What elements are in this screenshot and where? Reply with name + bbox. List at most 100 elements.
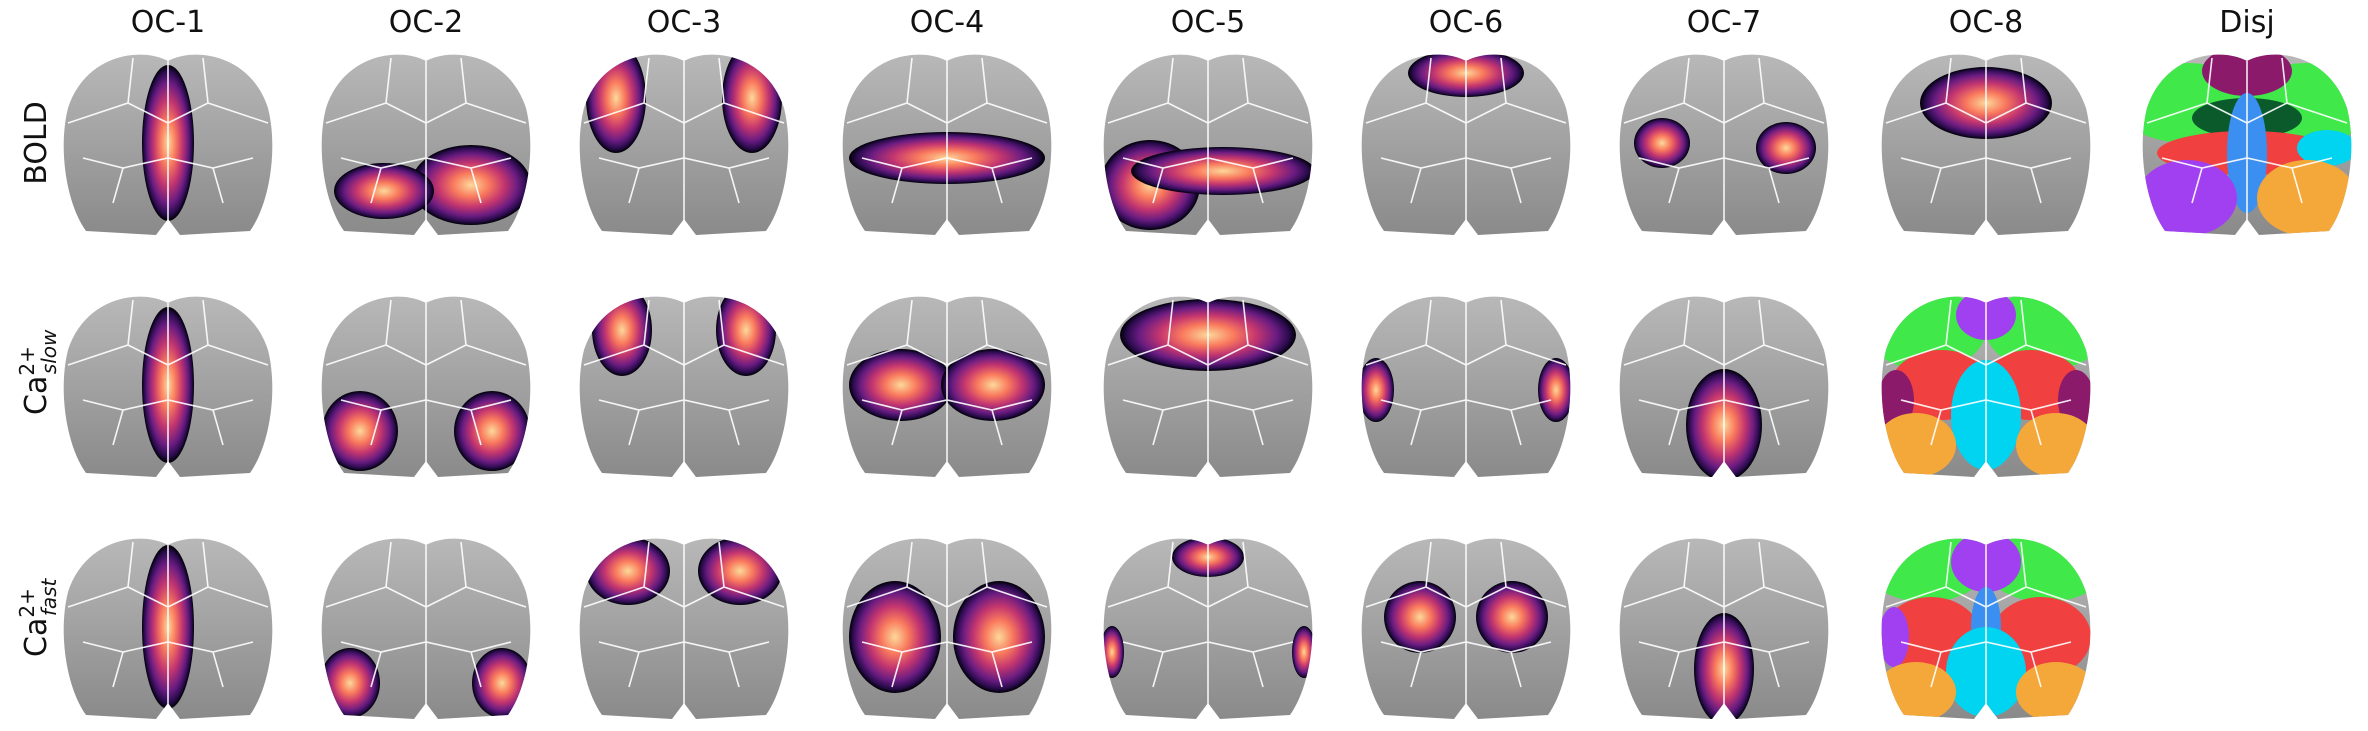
- blob: [953, 581, 1045, 693]
- row-label: BOLD: [19, 101, 54, 184]
- segment: [2142, 160, 2237, 235]
- column-title: OC-6: [1429, 5, 1503, 40]
- segment: [1881, 662, 1956, 719]
- blob: [849, 581, 941, 693]
- region-borders: [583, 299, 785, 477]
- brain-map: [321, 296, 531, 477]
- column-title: OC-2: [389, 5, 463, 40]
- region-borders: [67, 541, 269, 719]
- region-borders: [1365, 299, 1567, 477]
- blob: [454, 391, 530, 471]
- brain-map: [579, 296, 789, 477]
- label-sub: fast: [37, 577, 61, 616]
- region-borders: [1365, 57, 1567, 235]
- activation: [322, 391, 530, 471]
- brain-map: [579, 54, 789, 235]
- brain-map: [1361, 54, 1571, 235]
- blob: [698, 538, 782, 605]
- blob: [1756, 122, 1816, 174]
- column-title: OC-7: [1687, 5, 1761, 40]
- brain-map: [1103, 296, 1313, 477]
- labels: OC-1 OC-2 OC-3 OC-4 OC-5 OC-6 OC-7 OC-8 Disj BOLD…: [15, 5, 2275, 657]
- region-borders: [325, 57, 527, 235]
- brain-map: [63, 54, 273, 235]
- blob: [1361, 358, 1394, 422]
- brain-map: [63, 296, 273, 477]
- activation: [1634, 118, 1816, 174]
- brain-map: [2142, 54, 2352, 235]
- brain-map: [1881, 538, 2091, 719]
- region-borders: [1885, 541, 2087, 719]
- segment: [2257, 160, 2352, 235]
- segment: [1881, 413, 1956, 477]
- row-label: Ca2+slow: [15, 329, 61, 415]
- row-label: Ca2+fast: [15, 577, 61, 657]
- blob: [411, 145, 531, 225]
- region-borders: [1107, 541, 1309, 719]
- region-borders: [846, 299, 1048, 477]
- activation: [849, 581, 1045, 693]
- region-borders: [846, 541, 1048, 719]
- brain-map: [321, 54, 531, 235]
- brain-map: [1361, 296, 1571, 477]
- column-title: OC-1: [131, 5, 205, 40]
- activation: [1384, 581, 1548, 653]
- activation: [1361, 358, 1571, 422]
- region-borders: [67, 57, 269, 235]
- region-borders: [1107, 57, 1309, 235]
- region-borders: [1623, 57, 1825, 235]
- blob: [334, 163, 434, 219]
- column-title: OC-4: [910, 5, 984, 40]
- brain-map: [1103, 538, 1313, 719]
- brain-map: [842, 538, 1052, 719]
- blob: [1103, 626, 1124, 678]
- blob: [586, 538, 670, 605]
- brain-map: [1881, 54, 2091, 235]
- region-borders: [1623, 541, 1825, 719]
- row-label-text: BOLD: [19, 101, 54, 184]
- label-sup: 2+: [15, 346, 39, 375]
- label-sub: slow: [37, 329, 61, 374]
- region-borders: [1623, 299, 1825, 477]
- label-base: Ca: [19, 376, 54, 415]
- blob: [1384, 581, 1456, 653]
- brain-map: [321, 538, 531, 719]
- brain-map: [1619, 538, 1829, 719]
- activation: [1103, 140, 1313, 230]
- region-borders: [846, 57, 1048, 235]
- blob: [472, 648, 531, 718]
- row-label-text: Ca2+slow: [15, 329, 61, 415]
- brain-map: [63, 538, 273, 719]
- blob: [1131, 147, 1313, 195]
- brain-map: [1361, 538, 1571, 719]
- region-borders: [1107, 299, 1309, 477]
- label-sup: 2+: [15, 588, 39, 617]
- brain-map: [1103, 54, 1313, 235]
- blob: [716, 296, 776, 376]
- row-label-text: Ca2+fast: [15, 577, 61, 657]
- blob: [592, 296, 652, 376]
- map-grid: [63, 54, 2352, 719]
- blob: [322, 391, 398, 471]
- column-title: OC-5: [1171, 5, 1245, 40]
- brain-map: [842, 54, 1052, 235]
- column-title: OC-8: [1949, 5, 2023, 40]
- brain-map: [842, 296, 1052, 477]
- region-borders: [325, 541, 527, 719]
- region-borders: [67, 299, 269, 477]
- label-base: Ca: [19, 618, 54, 657]
- segment: [2016, 413, 2091, 477]
- blob: [1634, 118, 1690, 168]
- blob: [722, 54, 782, 153]
- brain-map: [1881, 296, 2091, 477]
- brain-map: [1619, 54, 1829, 235]
- column-title: OC-3: [647, 5, 721, 40]
- region-borders: [583, 541, 785, 719]
- segment: [1881, 607, 1909, 667]
- column-title: Disj: [2219, 5, 2274, 40]
- region-borders: [325, 299, 527, 477]
- region-borders: [1365, 541, 1567, 719]
- segment: [2016, 662, 2091, 719]
- brain-map: [579, 538, 789, 719]
